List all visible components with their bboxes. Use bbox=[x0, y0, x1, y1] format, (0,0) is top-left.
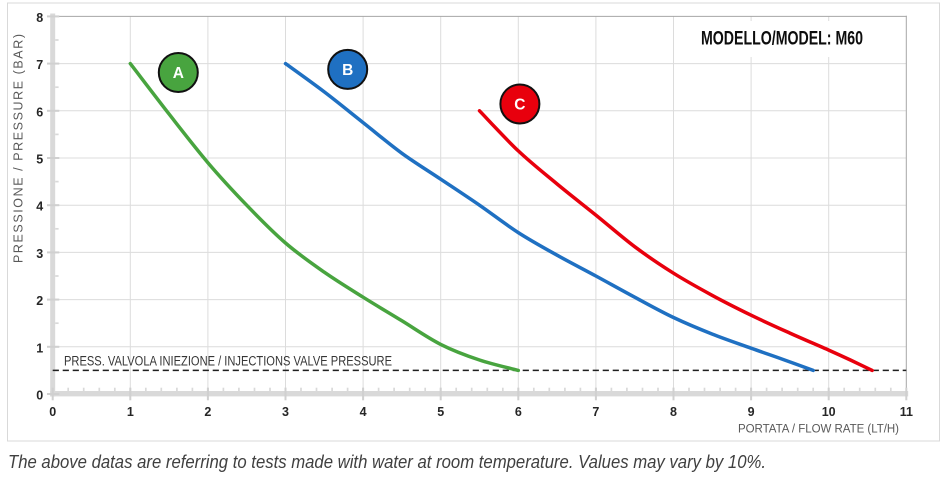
svg-text:7: 7 bbox=[36, 58, 43, 72]
svg-text:MODELLO/MODEL: M60: MODELLO/MODEL: M60 bbox=[701, 28, 863, 49]
svg-text:1: 1 bbox=[127, 405, 134, 419]
svg-text:The above datas are referring: The above datas are referring to tests m… bbox=[8, 451, 766, 472]
svg-text:5: 5 bbox=[36, 153, 43, 167]
svg-text:8: 8 bbox=[36, 11, 43, 25]
svg-text:3: 3 bbox=[36, 247, 43, 261]
svg-text:PORTATA / FLOW RATE (LT/H): PORTATA / FLOW RATE (LT/H) bbox=[738, 424, 899, 436]
svg-text:11: 11 bbox=[900, 405, 913, 419]
svg-text:B: B bbox=[342, 62, 353, 79]
svg-text:4: 4 bbox=[36, 200, 43, 214]
svg-text:3: 3 bbox=[282, 405, 289, 419]
svg-text:6: 6 bbox=[515, 405, 522, 419]
svg-text:8: 8 bbox=[670, 405, 677, 419]
svg-text:9: 9 bbox=[748, 405, 755, 419]
svg-text:7: 7 bbox=[592, 405, 599, 419]
svg-text:2: 2 bbox=[36, 294, 43, 308]
svg-text:0: 0 bbox=[49, 405, 56, 419]
svg-text:A: A bbox=[173, 65, 184, 82]
svg-text:4: 4 bbox=[360, 405, 367, 419]
svg-text:5: 5 bbox=[437, 405, 444, 419]
svg-text:10: 10 bbox=[822, 405, 836, 419]
svg-text:PRESS. VALVOLA INIEZIONE / INJ: PRESS. VALVOLA INIEZIONE / INJECTIONS VA… bbox=[64, 354, 392, 369]
svg-text:2: 2 bbox=[204, 405, 211, 419]
svg-text:PRESSIONE / PRESSURE (BAR): PRESSIONE / PRESSURE (BAR) bbox=[11, 34, 25, 263]
svg-text:C: C bbox=[514, 97, 525, 114]
svg-text:0: 0 bbox=[36, 389, 43, 403]
svg-text:1: 1 bbox=[36, 341, 43, 355]
svg-text:6: 6 bbox=[36, 105, 43, 119]
